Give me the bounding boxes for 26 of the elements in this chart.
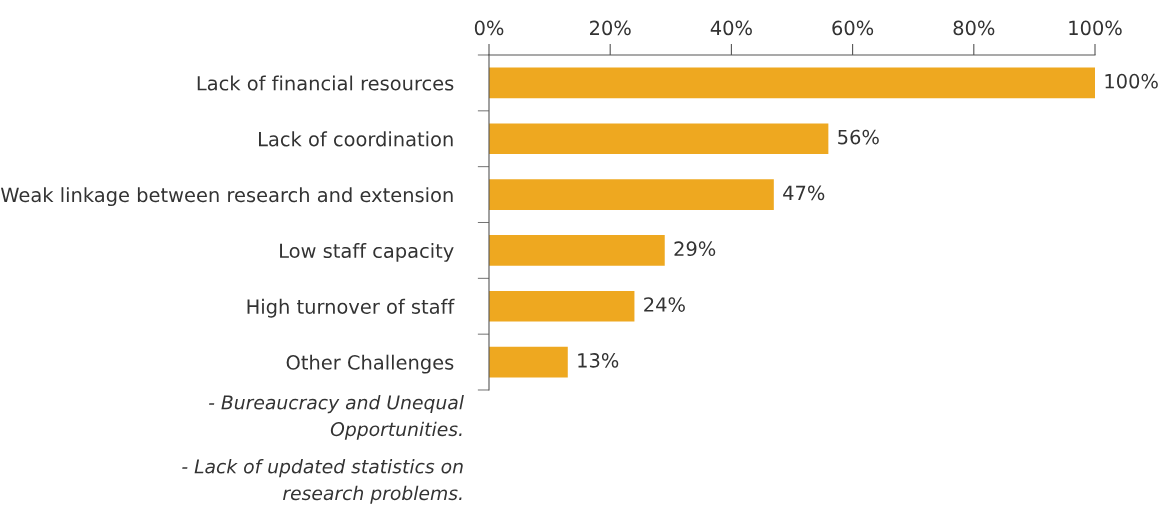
y-tick-label: High turnover of staff [247, 298, 455, 318]
bar [489, 235, 665, 266]
bar [489, 123, 829, 155]
x-tick-label: 0% [474, 20, 504, 36]
bar [489, 290, 635, 322]
text: - Bureaucracy and Unequal Opportunities. [209, 395, 464, 440]
data-label: 100% [1105, 73, 1158, 89]
data-label: 13% [578, 353, 619, 368]
text: - Lack of updated statistics on research problems. [182, 459, 463, 504]
y-tick-label: Low staff capacity [280, 243, 454, 262]
y-tick-label: Weak linkage between research and extension [0, 187, 453, 207]
data-label: 47% [783, 185, 825, 201]
y-tick-label: Other Challenges [286, 354, 454, 374]
data-label: 29% [674, 241, 716, 257]
x-tick-label: 100% [1069, 20, 1122, 36]
data-label: 24% [644, 297, 685, 312]
y-tick-label: Lack of financial resources [197, 75, 454, 91]
bar [489, 67, 1095, 99]
x-tick-label: 80% [953, 20, 995, 36]
x-tick-label: 20% [590, 20, 631, 36]
y-tick-label: Lack of coordination [259, 131, 453, 147]
x-tick-label: 40% [710, 20, 752, 36]
data-label: 56% [838, 129, 879, 145]
bar [489, 179, 774, 210]
x-tick-label: 60% [832, 20, 874, 36]
bar [489, 346, 568, 378]
